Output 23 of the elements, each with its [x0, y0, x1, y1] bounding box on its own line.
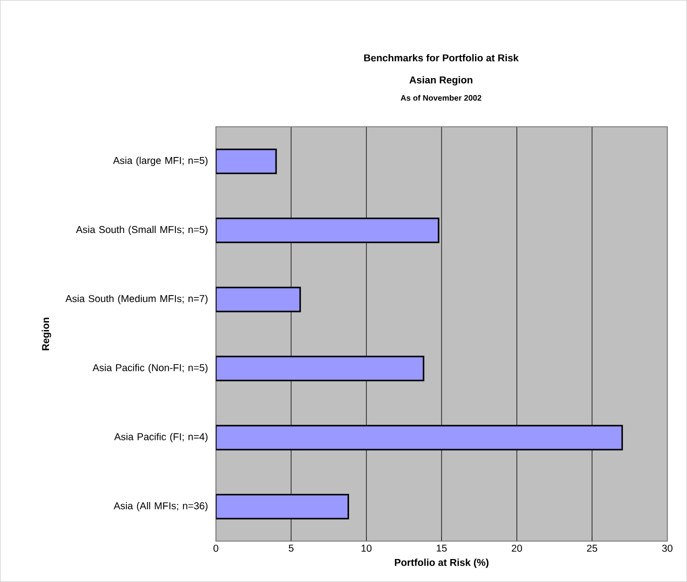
y-axis-title: Region: [42, 318, 52, 350]
y-tick-label: Asia (All MFIs; n=36): [114, 502, 208, 512]
y-tick-label: Asia (large MFI; n=5): [113, 156, 208, 166]
chart-title: Benchmarks for Portfolio at Risk: [364, 54, 519, 62]
bar: [216, 286, 301, 312]
y-tick-label: Asia Pacific (FI; n=4): [114, 432, 208, 442]
y-tick-label: Asia Pacific (Non-FI; n=5): [92, 364, 208, 374]
x-tick-label: 0: [214, 544, 218, 552]
y-tick-label: Asia South (Medium MFIs; n=7): [65, 294, 208, 304]
x-tick-label: 15: [436, 544, 447, 552]
x-tick-label: 20: [512, 544, 522, 552]
x-tick-label: 30: [662, 544, 672, 552]
bar: [216, 148, 277, 174]
x-tick-label: 25: [587, 544, 598, 552]
bar: [216, 218, 440, 244]
x-tick-label: 5: [288, 544, 294, 552]
y-tick-label: Asia South (Small MFIs; n=5): [76, 226, 208, 236]
x-axis-title: Portfolio at Risk (%): [394, 558, 488, 568]
bar: [216, 494, 350, 520]
bar: [216, 356, 424, 382]
bar: [216, 424, 623, 450]
chart-subtitle: Asian Region: [409, 76, 472, 86]
x-tick-label: 10: [362, 544, 372, 552]
